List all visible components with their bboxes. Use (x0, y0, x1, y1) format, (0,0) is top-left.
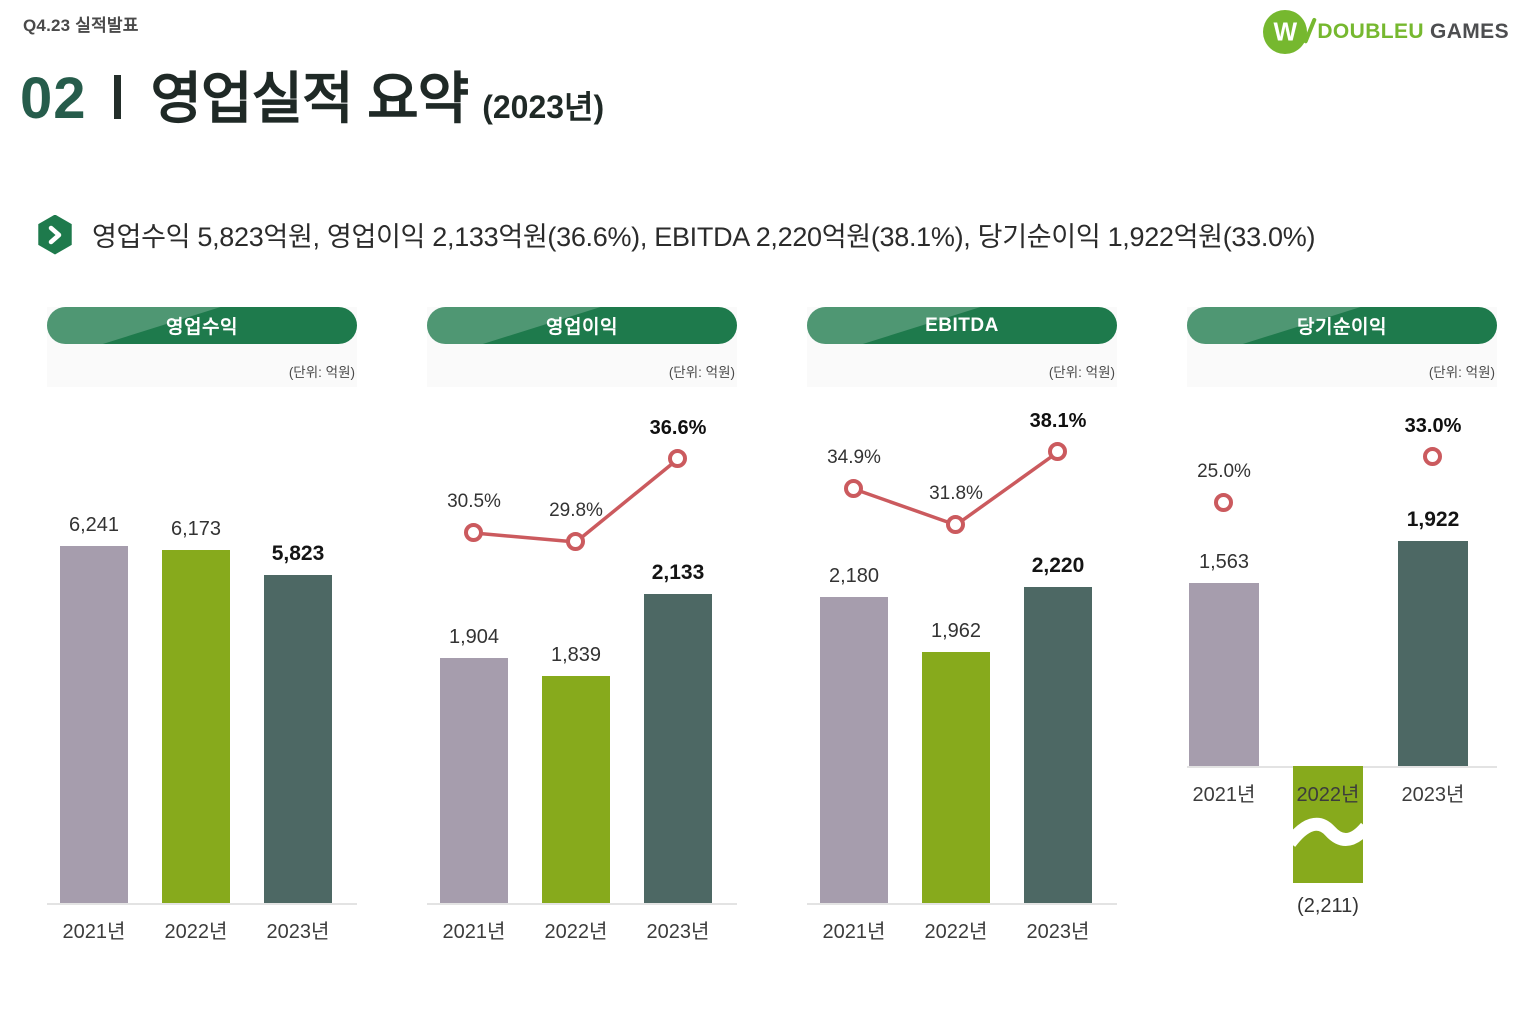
logo-w-icon: W (1263, 10, 1317, 54)
margin-label: 31.8% (929, 483, 983, 504)
bar-2021년 (60, 546, 128, 903)
axis-line (47, 903, 357, 905)
margin-label: 30.5% (447, 491, 501, 512)
category-label: 2021년 (442, 921, 506, 943)
doubleu-games-logo: W DOUBLEU GAMES (1263, 10, 1509, 54)
unit-label: (단위: 억원) (288, 365, 355, 380)
title-divider (113, 74, 121, 119)
margin-label: 34.9% (827, 447, 881, 468)
chart-title-pill: EBITDA (807, 307, 1117, 344)
category-label: 2023년 (266, 921, 330, 943)
page-title-suffix: (2023년) (482, 89, 605, 125)
logo-text: DOUBLEU GAMES (1317, 20, 1509, 44)
bar-value-label: 5,823 (271, 542, 325, 565)
logo-brand-secondary: GAMES (1429, 20, 1509, 43)
unit-label: (단위: 억원) (1048, 365, 1115, 380)
bar-value-label: 1,839 (550, 644, 602, 666)
chart-title-pill: 영업이익 (427, 307, 737, 344)
page-title: 영업실적 요약 (150, 67, 470, 130)
category-label: 2021년 (1192, 784, 1256, 806)
category-label: 2022년 (1296, 784, 1360, 806)
bar-value-label: 2,133 (651, 561, 705, 584)
bar-break-wave-icon (1293, 817, 1363, 848)
chart-title: 당기순이익 (1297, 317, 1387, 338)
chart-panel-3: EBITDA (단위: 억원) 2,180 1,962 2,220 2021년 2022년 2… (807, 307, 1117, 987)
bar-2021년 (440, 658, 508, 903)
page-title-row: 02 영업실적 요약 (2023년) (20, 54, 604, 135)
margin-label: 36.6% (649, 417, 707, 439)
margin-marker (1048, 442, 1067, 461)
bar-value-label: 6,173 (170, 518, 222, 540)
margin-marker (668, 449, 687, 468)
bar-2023년 (264, 575, 332, 903)
category-label: 2023년 (646, 921, 710, 943)
chevron-right-icon (38, 214, 72, 255)
summary-bullet-row: 영업수익 5,823억원, 영업이익 2,133억원(36.6%), EBITD… (36, 188, 1315, 281)
bar-2022년 (922, 652, 990, 903)
margin-marker (946, 515, 965, 534)
unit-label: (단위: 억원) (1428, 365, 1495, 380)
category-label: 2023년 (1026, 921, 1090, 943)
category-label: 2021년 (822, 921, 886, 943)
bar-2023년 (644, 594, 712, 903)
bar-value-label: 1,922 (1406, 508, 1460, 531)
logo-circle: W (1263, 10, 1308, 54)
logo-w-letter: W (1273, 16, 1298, 47)
category-label: 2022년 (544, 921, 608, 943)
chart-panel-2: 영업이익 (단위: 억원) 1,904 1,839 2,133 2021년 2022년 202… (427, 307, 737, 987)
bar-value-label: 1,904 (448, 626, 500, 648)
logo-brand-primary: DOUBLEU (1317, 20, 1424, 43)
category-label: 2022년 (164, 921, 228, 943)
chart-title: EBITDA (925, 314, 999, 336)
axis-line (427, 903, 737, 905)
bar-value-label: 1,563 (1198, 551, 1250, 573)
chart-title-pill: 당기순이익 (1187, 307, 1497, 344)
axis-line (807, 903, 1117, 905)
chart-title: 영업이익 (546, 317, 618, 338)
bar-2022년 (162, 550, 230, 903)
chart-panel-4: 당기순이익 (단위: 억원) 1,563 (2,211) 1,922 2021년 2022년… (1187, 307, 1497, 987)
unit-label: (단위: 억원) (668, 365, 735, 380)
margin-marker (566, 532, 585, 551)
bar-2021년 (820, 597, 888, 903)
bar-value-label: 2,220 (1031, 554, 1085, 577)
bar-value-label: 6,241 (68, 514, 120, 536)
margin-marker (1214, 493, 1233, 512)
category-label: 2023년 (1401, 784, 1465, 806)
bar-value-label: 2,180 (828, 565, 880, 587)
bar-value-label: (2,211) (1297, 895, 1359, 917)
bar-2023년 (1398, 541, 1468, 766)
margin-marker (844, 479, 863, 498)
section-number: 02 (20, 66, 87, 131)
bar-2021년 (1189, 583, 1259, 766)
summary-text: 영업수익 5,823억원, 영업이익 2,133억원(36.6%), EBITD… (92, 222, 1316, 252)
category-label: 2022년 (924, 921, 988, 943)
margin-label: 33.0% (1404, 415, 1462, 437)
margin-marker (464, 523, 483, 542)
chart-title-pill: 영업수익 (47, 307, 357, 344)
margin-label: 29.8% (549, 500, 603, 521)
report-eyebrow: Q4.23 실적발표 (23, 16, 139, 35)
bar-2022년 (542, 676, 610, 903)
bar-value-label: 1,962 (930, 620, 982, 642)
chart-panel-1: 영업수익 (단위: 억원) 6,241 6,173 5,823 2021년 2022년 202… (47, 307, 357, 987)
margin-marker (1423, 447, 1442, 466)
bar-2023년 (1024, 587, 1092, 903)
margin-label: 38.1% (1029, 410, 1087, 432)
chart-title: 영업수익 (166, 317, 238, 338)
category-label: 2021년 (62, 921, 126, 943)
margin-label: 25.0% (1197, 461, 1251, 482)
